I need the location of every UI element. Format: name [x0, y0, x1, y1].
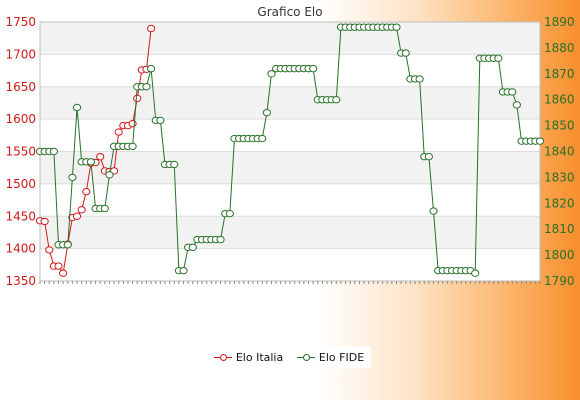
data-point-fide	[216, 235, 225, 244]
data-point-fide	[401, 49, 410, 57]
data-point-fide	[49, 147, 58, 156]
legend-item-fide: Elo FIDE	[296, 350, 365, 364]
legend-marker-italia	[213, 352, 232, 362]
left-tick-label: 1500	[5, 177, 36, 191]
grid-band	[40, 151, 540, 184]
left-tick-label: 1350	[5, 274, 36, 288]
right-tick-label: 1800	[544, 248, 575, 262]
grid-band	[40, 86, 540, 120]
data-point-fide	[100, 204, 109, 213]
series-layer	[35, 23, 545, 277]
data-point-fide	[63, 241, 72, 249]
right-axis: 1790 1800 1810 1820 1830 1840 1850 1860 1870 1880…	[544, 15, 575, 288]
x-axis	[39, 281, 541, 284]
data-point-fide	[128, 142, 137, 151]
right-tick-label: 1890	[544, 15, 575, 29]
right-tick-label: 1830	[544, 170, 575, 184]
data-point-fide	[415, 75, 424, 83]
left-tick-label: 1450	[5, 209, 36, 223]
right-tick-label: 1840	[544, 145, 575, 159]
right-tick-label: 1790	[544, 274, 575, 288]
data-point-fide	[170, 160, 179, 169]
legend-label-fide: Elo FIDE	[318, 350, 365, 364]
legend-marker-fide	[296, 352, 315, 362]
data-point-fide	[262, 108, 271, 117]
data-point-italia	[128, 119, 137, 128]
grid-lines	[39, 21, 541, 282]
data-point-italia	[147, 24, 156, 33]
left-tick-label: 1650	[5, 80, 36, 94]
data-point-fide	[494, 54, 503, 62]
data-point-italia	[133, 94, 142, 103]
data-point-fide	[429, 207, 438, 215]
data-point-italia	[77, 206, 86, 214]
data-point-fide	[86, 158, 96, 166]
data-point-fide	[332, 96, 341, 104]
right-tick-label: 1880	[544, 41, 575, 55]
data-point-fide	[309, 64, 318, 73]
left-tick-label: 1600	[5, 112, 36, 126]
data-point-italia	[40, 217, 49, 226]
data-point-fide	[267, 70, 276, 78]
right-tick-label: 1820	[544, 196, 575, 210]
grid-band	[40, 216, 540, 249]
right-tick-label: 1860	[544, 93, 575, 107]
data-point-italia	[114, 128, 123, 136]
data-point-fide	[258, 134, 267, 143]
left-tick-label: 1550	[5, 145, 36, 159]
chart-title: Grafico Elo	[257, 5, 322, 19]
data-point-fide	[179, 266, 188, 275]
data-point-italia	[59, 269, 68, 277]
data-point-fide	[392, 23, 401, 31]
data-point-fide	[142, 83, 151, 91]
left-tick-label: 1700	[5, 47, 36, 61]
data-point-fide	[225, 209, 234, 218]
data-point-fide	[105, 171, 114, 179]
data-point-italia	[96, 152, 105, 161]
data-point-fide	[147, 64, 156, 73]
left-tick-label: 1750	[5, 15, 36, 29]
legend-label-italia: Elo Italia	[235, 350, 284, 364]
data-point-fide	[508, 88, 517, 96]
left-axis: 1350 1400 1450 1500 1550 1600 1650 1700 1750	[5, 15, 36, 288]
data-point-fide	[68, 173, 77, 182]
data-point-fide	[535, 137, 545, 145]
data-point-italia	[54, 262, 63, 270]
data-point-fide	[72, 103, 82, 112]
right-tick-label: 1870	[544, 67, 575, 81]
right-tick-label: 1810	[544, 222, 575, 236]
data-point-fide	[156, 116, 165, 125]
left-tick-label: 1400	[5, 242, 36, 256]
data-point-italia	[72, 212, 82, 220]
legend-item-italia: Elo Italia	[213, 350, 284, 364]
data-point-fide	[424, 152, 433, 161]
legend: Elo Italia Elo FIDE	[207, 346, 371, 368]
data-point-italia	[82, 187, 91, 196]
data-point-fide	[471, 269, 480, 277]
grid-band	[40, 22, 540, 55]
data-point-fide	[188, 243, 197, 252]
right-tick-label: 1850	[544, 119, 575, 133]
data-point-italia	[45, 246, 54, 254]
data-point-fide	[512, 101, 521, 109]
